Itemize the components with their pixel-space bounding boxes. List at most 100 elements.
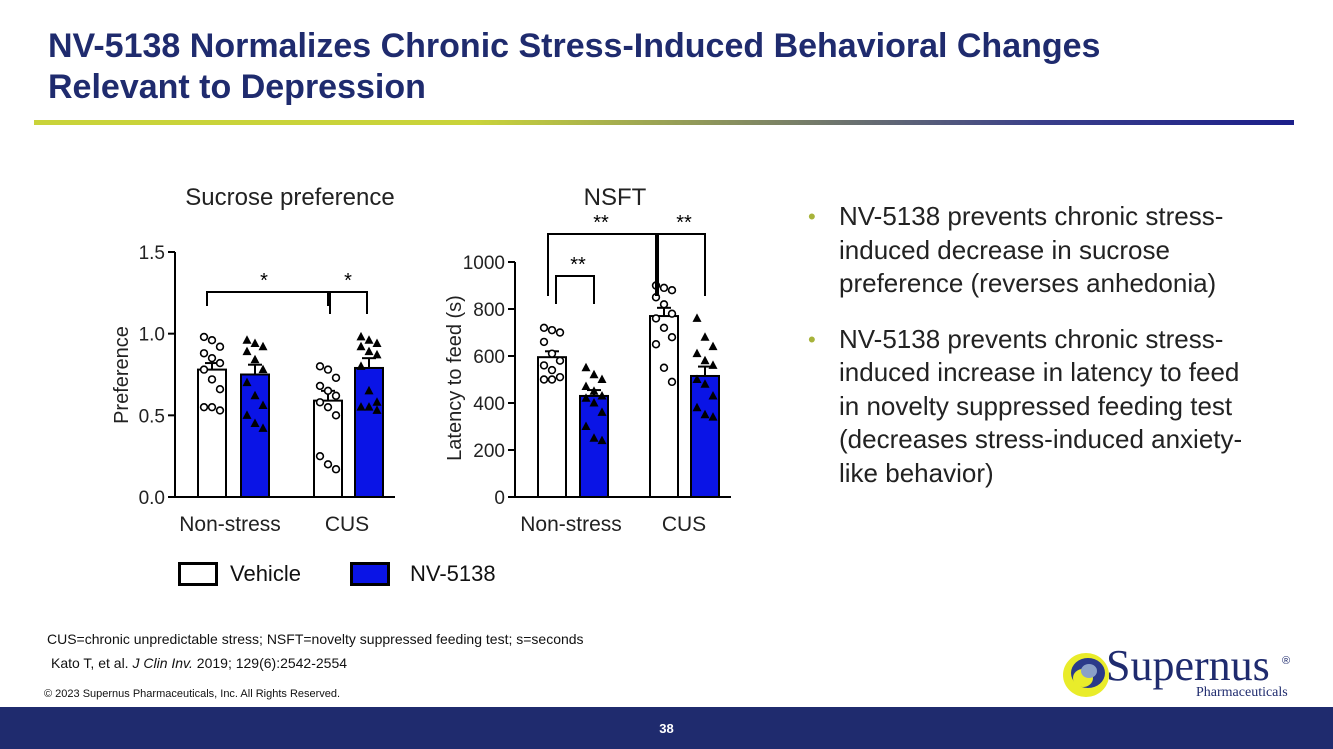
chart2-point-nv5138	[589, 433, 599, 442]
chart1-point-nv5138	[372, 405, 382, 414]
title-line-1: NV-5138 Normalizes Chronic Stress-Induce…	[48, 27, 1101, 65]
chart1-point-vehicle	[331, 373, 341, 382]
chart1-significance-label: *	[260, 270, 268, 292]
chart1-point-vehicle	[323, 460, 333, 469]
chart2-category-label: Non-stress	[520, 513, 622, 536]
chart2-significance-label: **	[676, 212, 692, 234]
chart2-y-tick-label: 600	[473, 347, 505, 368]
chart2-point-vehicle	[555, 328, 565, 337]
chart1-point-vehicle	[215, 358, 225, 368]
chart2-significance-bracket	[657, 233, 706, 296]
chart2-point-nv5138	[581, 421, 591, 430]
chart1-point-nv5138	[242, 346, 252, 356]
chart1-point-vehicle	[199, 332, 209, 342]
chart2-point-nv5138	[700, 409, 710, 419]
chart2-point-nv5138	[692, 402, 702, 412]
chart2-point-nv5138	[700, 332, 710, 341]
chart2-point-nv5138	[589, 398, 599, 407]
chart1-point-nv5138	[258, 400, 268, 410]
chart1-significance-bracket	[206, 291, 329, 306]
title-underline	[34, 120, 1294, 125]
chart1-point-vehicle	[323, 402, 333, 412]
chart2-point-vehicle	[539, 323, 549, 332]
chart1-point-vehicle	[323, 365, 333, 374]
footnote-abbreviations: CUS=chronic unpredictable stress; NSFT=n…	[47, 631, 584, 647]
chart1-point-vehicle	[199, 402, 209, 412]
legend-nv5138-swatch	[350, 562, 390, 586]
chart1-point-nv5138	[250, 338, 260, 347]
bullet-text: NV-5138 prevents chronic stress-induced …	[839, 323, 1243, 488]
chart2-significance-bracket	[555, 275, 595, 304]
logo-swirl-icon	[1063, 653, 1109, 697]
bullet-list: • NV-5138 prevents chronic stress-induce…	[808, 200, 1248, 512]
chart2-point-vehicle	[539, 337, 549, 347]
chart1-point-vehicle	[315, 451, 325, 461]
chart2-point-nv5138	[700, 379, 710, 388]
bullet-text: NV-5138 prevents chronic stress-induced …	[839, 201, 1224, 298]
chart1-category-label: CUS	[325, 513, 369, 536]
chart2-point-vehicle	[667, 286, 677, 295]
legend-nv5138: NV-5138	[350, 561, 496, 587]
chart2-significance-label: **	[570, 254, 586, 276]
chart2-point-vehicle	[667, 377, 677, 387]
chart2-y-tick-label: 200	[473, 441, 505, 462]
chart2-y-label: Latency to feed (s)	[444, 295, 466, 461]
chart1-title: Sucrose preference	[185, 184, 395, 211]
chart1-point-nv5138	[242, 335, 252, 344]
chart2-point-vehicle	[539, 375, 549, 384]
chart2-category-label: CUS	[662, 513, 706, 536]
chart2-point-vehicle	[555, 356, 565, 365]
legend-vehicle-swatch	[178, 562, 218, 586]
chart1-y-tick-label: 0.5	[139, 406, 165, 427]
chart1-point-nv5138	[372, 397, 382, 406]
chart1-significance-label: *	[344, 270, 352, 292]
chart2-point-nv5138	[692, 348, 702, 358]
chart2-point-vehicle	[547, 349, 557, 358]
chart2-point-vehicle	[659, 323, 669, 332]
page-number: 38	[659, 721, 674, 736]
chart1-y-tick-label: 1.5	[139, 243, 165, 264]
chart1-point-vehicle	[315, 381, 325, 391]
legend-vehicle-label: Vehicle	[230, 561, 301, 586]
chart2-point-vehicle	[659, 300, 669, 309]
chart1-point-nv5138	[356, 361, 366, 370]
chart2-point-vehicle	[547, 375, 557, 384]
chart1-point-nv5138	[356, 402, 366, 411]
chart2-point-nv5138	[589, 386, 599, 395]
slide-title: NV-5138 Normalizes Chronic Stress-Induce…	[48, 26, 1298, 108]
logo-registered: ®	[1282, 655, 1291, 667]
chart1-point-nv5138	[364, 402, 374, 411]
chart1-category-label: Non-stress	[179, 513, 281, 536]
chart1-point-nv5138	[250, 354, 260, 364]
chart1-point-vehicle	[207, 353, 217, 363]
chart1-point-vehicle	[323, 386, 333, 396]
chart2-point-vehicle	[667, 333, 677, 342]
chart2-significance-bracket	[547, 233, 657, 296]
chart2-point-nv5138	[700, 355, 710, 365]
chart1-point-nv5138	[258, 341, 268, 351]
title-line-2: Relevant to Depression	[48, 68, 426, 106]
chart1-point-vehicle	[207, 336, 217, 345]
chart1-point-vehicle	[331, 391, 341, 400]
copyright: © 2023 Supernus Pharmaceuticals, Inc. Al…	[44, 688, 341, 700]
chart2-point-vehicle	[547, 365, 557, 375]
chart1-point-nv5138	[356, 341, 366, 351]
logo-wordmark: Supernus	[1106, 641, 1270, 690]
chart2-point-nv5138	[597, 390, 607, 400]
chart1-point-nv5138	[258, 364, 268, 374]
chart1-point-vehicle	[199, 365, 209, 374]
chart2-point-vehicle	[651, 340, 661, 349]
chart2-y-tick-label: 800	[473, 300, 505, 321]
chart1-point-vehicle	[199, 349, 209, 358]
chart1-point-nv5138	[364, 385, 374, 395]
chart2-point-vehicle	[539, 361, 549, 370]
chart2-point-nv5138	[692, 374, 702, 383]
chart1-point-vehicle	[315, 398, 325, 407]
chart2-title: NSFT	[583, 184, 647, 211]
bullet-dot: •	[808, 204, 816, 229]
chart1-point-vehicle	[331, 465, 341, 474]
chart1-y-tick-label: 0.0	[139, 488, 165, 509]
chart1-point-vehicle	[331, 411, 341, 420]
chart1-point-nv5138	[372, 349, 382, 359]
